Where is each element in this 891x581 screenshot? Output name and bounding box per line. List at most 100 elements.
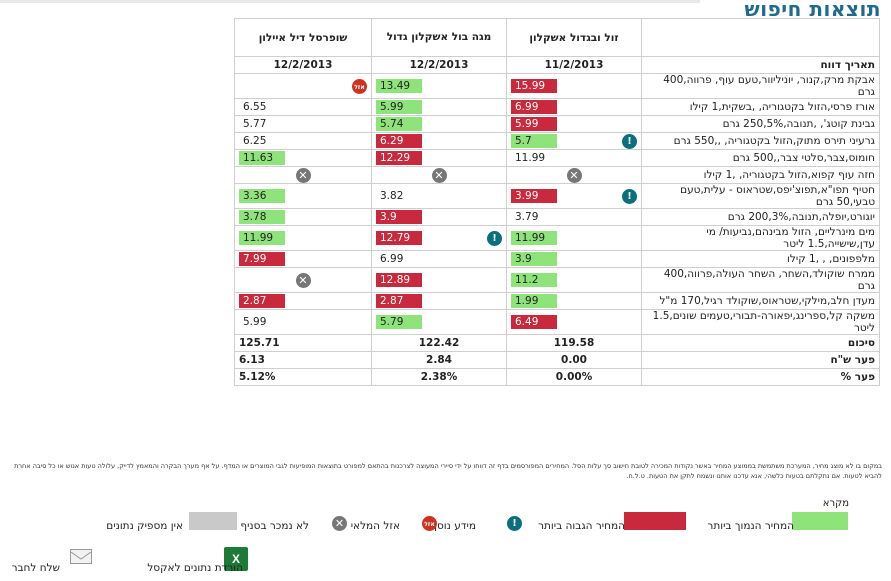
date-store-1: 11/2/2013 <box>506 56 642 74</box>
header-store-2: מגה בול אשקלון גדול <box>371 18 507 57</box>
header-store-3: שופרסל דיל איילון <box>234 18 372 57</box>
price-cell: 5.77 <box>234 115 372 133</box>
price-cell: 11.99 <box>234 225 372 251</box>
price-cell: 15.99 <box>506 73 642 99</box>
price-cell: 1.99 <box>506 292 642 310</box>
not-sold-icon: ✕ <box>295 272 311 288</box>
price-cell: 3.82 <box>371 183 507 209</box>
legend: מקרא המחיר הנמוך ביותר המחיר הגבוה ביותר… <box>0 498 891 538</box>
page-title: תוצאות חיפוש <box>744 0 881 21</box>
totals-row: סיכום 119.58 122.42 125.71 <box>234 334 880 352</box>
price-cell: 7.99 <box>234 250 372 268</box>
price-cell: אזל <box>234 73 372 99</box>
price-cell: 3.78 <box>234 208 372 226</box>
price-cell: 5.74 <box>371 115 507 133</box>
legend-not-sold-label: לא נמכר בסניף <box>240 520 309 532</box>
price-cell: 3.9 <box>371 208 507 226</box>
price-cell: 11.99 <box>506 149 642 167</box>
legend-no-data-swatch <box>189 512 237 530</box>
price-value: 6.29 <box>376 134 422 148</box>
price-cell: ✕ <box>234 166 372 184</box>
not-sold-icon: ✕ <box>332 516 347 531</box>
totals-label: פער ש"ח <box>641 351 880 369</box>
price-cell: 6.99 <box>506 98 642 116</box>
price-value: 5.99 <box>511 117 557 131</box>
price-value: 3.99 <box>511 189 557 203</box>
download-excel-link[interactable]: הורדת נתונים לאקסל <box>147 562 243 574</box>
price-value: 6.55 <box>243 101 267 113</box>
totals-value: 2.84 <box>371 351 507 369</box>
price-value: 15.99 <box>511 79 557 93</box>
totals-label: פער % <box>641 368 880 386</box>
price-value: 13.49 <box>376 79 422 93</box>
out-of-stock-icon: אזל <box>422 516 437 531</box>
table-row: חומוס,צבר,סלטי צבר,,500 גרם 11.99 12.29 11.… <box>234 149 880 167</box>
price-value: 3.79 <box>515 211 539 223</box>
price-value: 5.79 <box>376 315 422 329</box>
price-value: 11.99 <box>239 231 285 245</box>
totals-value: 2.38% <box>371 368 507 386</box>
date-row: תאריך דווח 11/2/2013 12/2/2013 12/2/2013 <box>234 56 880 74</box>
price-value: 11.63 <box>239 151 285 165</box>
table-header-row: זול ובגדול אשקלון מגה בול אשקלון גדול שו… <box>234 18 880 57</box>
legend-cheapest-label: המחיר הנמוך ביותר <box>707 520 794 532</box>
not-sold-icon: ✕ <box>431 167 447 183</box>
price-cell: 6.49 <box>506 309 642 335</box>
legend-highest-label: המחיר הגבוה ביותר <box>538 520 625 532</box>
price-cell: 11.99 <box>506 225 642 251</box>
price-value: 3.82 <box>380 190 404 202</box>
table-row: גרעיני תירס מתוק,הזול בקטגוריה, ,,550 גר… <box>234 132 880 150</box>
table-row: גבינת קוטג', ,תנובה,250,5% גרם 5.99 5.74 5.… <box>234 115 880 133</box>
product-name: אורז פרסי,הזול בקטגוריה, ,בשקית,1 קילו <box>641 98 880 116</box>
product-name: חזה עוף קפוא,הזול בקטגוריה, ,1 קילו <box>641 166 880 184</box>
legend-title: מקרא <box>822 498 849 509</box>
product-name: אבקת מרק,קנור, יוניליוור,טעם עוף, פרווה,… <box>641 73 880 99</box>
send-to-friend-link[interactable]: שלח לחבר <box>11 562 60 574</box>
price-value: 11.99 <box>511 231 557 245</box>
price-cell: 13.49 <box>371 73 507 99</box>
excel-icon[interactable]: X <box>224 547 248 571</box>
price-value: 7.99 <box>239 252 285 266</box>
mail-icon[interactable] <box>70 549 92 564</box>
price-cell: 6.29 <box>371 132 507 150</box>
price-cell: 5.99 <box>506 115 642 133</box>
price-value: 6.49 <box>511 315 557 329</box>
price-value: 1.99 <box>511 294 557 308</box>
price-value: 6.99 <box>380 253 404 265</box>
price-value: 2.87 <box>376 294 422 308</box>
price-value: 6.25 <box>243 135 267 147</box>
price-cell: 2.87 <box>371 292 507 310</box>
product-name: ממרח שוקולד,השחר, השחר העולה,פרווה,400 ג… <box>641 267 880 293</box>
header-store-1: זול ובגדול אשקלון <box>506 18 642 57</box>
table-row: חטיף תפו"א,תפוצ'יפס,שטראוס - עלית,טעם טב… <box>234 183 880 209</box>
info-icon[interactable]: ! <box>622 133 637 149</box>
legend-highest-swatch <box>624 512 686 530</box>
not-sold-icon: ✕ <box>295 167 311 183</box>
price-cell: 12.89 <box>371 267 507 293</box>
price-value: 3.9 <box>376 210 422 224</box>
results-table: זול ובגדול אשקלון מגה בול אשקלון גדול שו… <box>234 18 880 386</box>
totals-value: 0.00 <box>506 351 642 369</box>
table-row: מעדן חלב,מילקי,שטראוס,שוקולד רגיל,170 מ"… <box>234 292 880 310</box>
info-icon[interactable]: ! <box>622 188 637 204</box>
info-icon: ! <box>507 516 522 531</box>
info-icon[interactable]: ! <box>487 230 502 246</box>
table-row: אורז פרסי,הזול בקטגוריה, ,בשקית,1 קילו 6.… <box>234 98 880 116</box>
product-name: מעדן חלב,מילקי,שטראוס,שוקולד רגיל,170 מ"… <box>641 292 880 310</box>
totals-row: פער ש"ח 0.00 2.84 6.13 <box>234 351 880 369</box>
price-value: 5.99 <box>243 316 267 328</box>
price-value: 12.79 <box>376 231 422 245</box>
price-value: 3.78 <box>239 210 285 224</box>
price-cell: 2.87 <box>234 292 372 310</box>
price-cell: 6.99 <box>371 250 507 268</box>
table-row: חזה עוף קפוא,הזול בקטגוריה, ,1 קילו ✕ ✕ ✕ <box>234 166 880 184</box>
totals-row: פער % 0.00% 2.38% 5.12% <box>234 368 880 386</box>
legend-info-label: מידע נוסף <box>430 520 476 532</box>
totals-label: סיכום <box>641 334 880 352</box>
price-cell: 5.79 <box>371 309 507 335</box>
price-cell: 3.79 <box>506 208 642 226</box>
product-name: מלפפונים, , ,1 קילו <box>641 250 880 268</box>
price-value: 5.99 <box>376 100 422 114</box>
price-cell: 11.2 <box>506 267 642 293</box>
price-value: 3.9 <box>511 252 557 266</box>
